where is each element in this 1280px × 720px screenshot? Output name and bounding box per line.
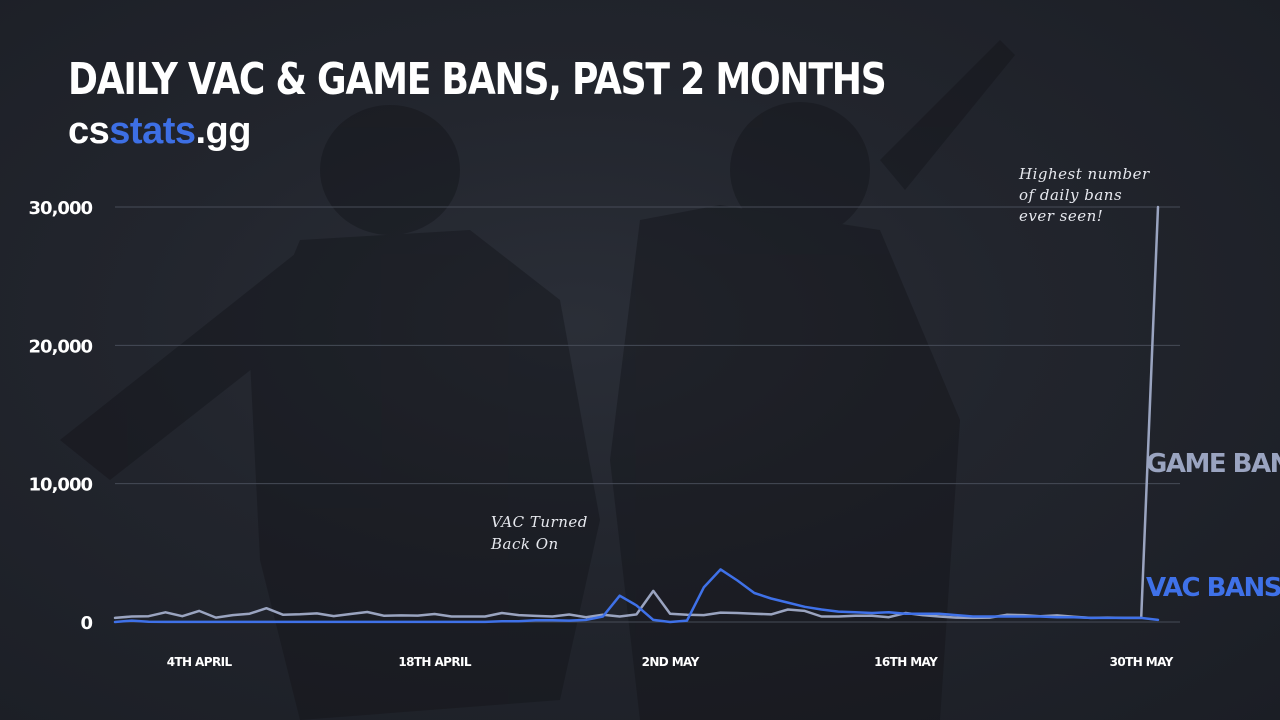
brand-accent: stats (109, 110, 196, 152)
series-lines (113, 205, 1160, 624)
brand-suffix: .gg (195, 110, 252, 152)
annotations: VAC Turned Back On Highest number of daily … (490, 165, 1150, 553)
brand-prefix: cs (68, 110, 110, 152)
series-line-vac-bans (113, 568, 1160, 624)
annotation-line: of daily bans (1019, 186, 1122, 204)
series-label-game-bans: GAME BANS (1146, 449, 1280, 479)
series-labels: GAME BANS VAC BANS (1146, 449, 1280, 603)
chart-title: DAILY VAC & GAME BANS, PAST 2 MONTHS (68, 54, 887, 105)
annotation-line: ever seen! (1019, 207, 1103, 225)
y-tick-label: 0 (80, 613, 92, 634)
y-tick-label: 20,000 (29, 336, 93, 357)
y-tick-label: 10,000 (29, 475, 93, 496)
background-soldier-silhouette (60, 40, 1015, 720)
x-tick-label: 16TH MAY (874, 655, 938, 669)
annotation-line: Back On (490, 535, 559, 553)
x-tick-label: 18TH APRIL (398, 655, 471, 669)
x-tick-label: 2ND MAY (642, 655, 700, 669)
annotation-line: VAC Turned (491, 513, 588, 531)
x-axis: 4TH APRIL 18TH APRIL 2ND MAY 16TH MAY 30TH M… (167, 655, 1175, 669)
annotation-line: Highest number (1018, 165, 1150, 183)
series-label-vac-bans: VAC BANS (1146, 573, 1280, 603)
y-axis: 0 10,000 20,000 30,000 (29, 198, 94, 634)
y-tick-label: 30,000 (29, 198, 93, 219)
x-tick-label: 4TH APRIL (167, 655, 233, 669)
brand-logo: csstats.gg (68, 112, 251, 150)
x-tick-label: 30TH MAY (1110, 655, 1174, 669)
